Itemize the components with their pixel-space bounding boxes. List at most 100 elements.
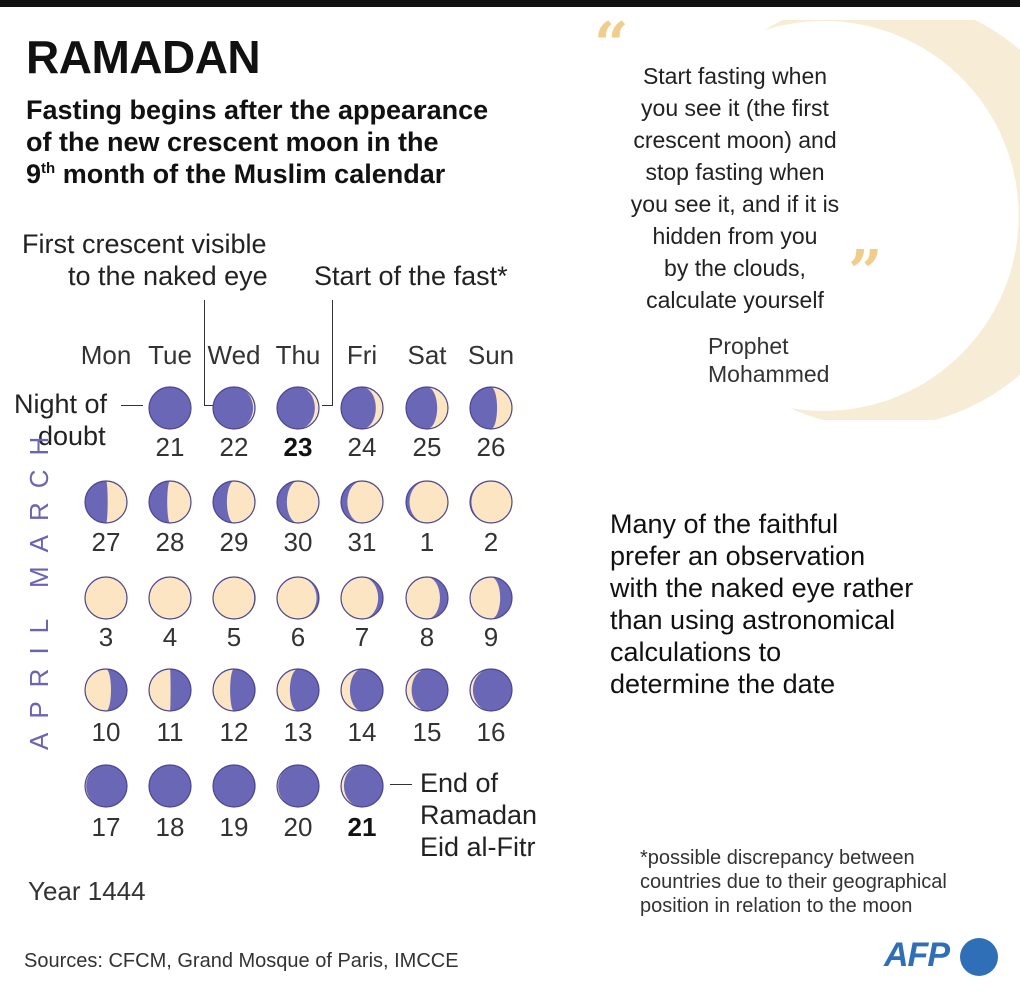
afp-logo-dot — [960, 938, 998, 976]
observation-line: than using astronomical — [610, 605, 896, 635]
calendar-day-number: 21 — [347, 812, 377, 842]
subtitle-line-1: Fasting begins after the appearance — [26, 95, 489, 125]
moon-phase-icon — [84, 764, 128, 808]
weekday-header: Mon — [80, 340, 132, 370]
page-title: RAMADAN — [26, 31, 261, 83]
moon-phase-icon — [276, 386, 320, 430]
subtitle-line-3: 9th month of the Muslim calendar — [26, 158, 546, 190]
moon-phase-icon — [469, 386, 513, 430]
calendar-day-number: 22 — [219, 432, 249, 462]
moon-phase-icon — [340, 764, 384, 808]
quote-line: by the clouds, — [664, 255, 806, 281]
end-of-ramadan-label-2: Ramadan — [420, 800, 538, 830]
calendar-day-number: 19 — [219, 812, 249, 842]
weekday-header: Sun — [467, 340, 515, 370]
calendar-day-number: 26 — [476, 432, 506, 462]
calendar-day-number: 3 — [98, 622, 114, 652]
attribution-line-1: Prophet — [708, 333, 789, 359]
calendar-day-number: 2 — [483, 527, 499, 557]
moon-phase-icon — [212, 668, 256, 712]
calendar-day-number: 20 — [283, 812, 313, 842]
calendar-day-number: 29 — [219, 527, 249, 557]
quote-line: stop fasting when — [645, 159, 825, 185]
moon-phase-icon — [148, 576, 192, 620]
calendar-day-number: 13 — [283, 717, 313, 747]
moon-phase-icon — [148, 480, 192, 524]
subtitle-ordinal-suffix: th — [41, 160, 56, 177]
calendar-day-number: 24 — [347, 432, 377, 462]
calendar-day-number: 25 — [412, 432, 442, 462]
calendar-day-number: 12 — [219, 717, 249, 747]
calendar-day-number: 1 — [419, 527, 435, 557]
moon-phase-icon — [84, 576, 128, 620]
moon-phase-icon — [212, 480, 256, 524]
moon-phase-icon — [405, 480, 449, 524]
calendar-day-number: 17 — [91, 812, 121, 842]
night-of-doubt-label-1: Night of — [14, 389, 108, 419]
calendar-day-number: 5 — [226, 622, 242, 652]
calendar-day-number: 21 — [155, 432, 185, 462]
footnote-line: *possible discrepancy between — [640, 847, 915, 869]
moon-phase-icon — [148, 386, 192, 430]
weekday-header: Fri — [346, 340, 378, 370]
footnote-line: countries due to their geographical — [640, 871, 947, 893]
first-crescent-label-1: First crescent visible — [22, 229, 267, 259]
moon-phase-icon — [84, 480, 128, 524]
subtitle-line-3-rest: month of the Muslim calendar — [55, 159, 446, 189]
moon-phase-icon — [469, 668, 513, 712]
quote-line: Start fasting when — [642, 63, 828, 89]
calendar-day-number: 10 — [91, 717, 121, 747]
calendar-day-number: 31 — [347, 527, 377, 557]
first-crescent-leader-tick — [204, 405, 214, 406]
weekday-header: Wed — [207, 340, 261, 370]
moon-phase-icon — [340, 668, 384, 712]
quote-attribution: Prophet Mohammed — [708, 332, 829, 388]
quote-line: calculate yourself — [646, 287, 824, 313]
night-of-doubt-leader — [121, 405, 143, 406]
attribution-line-2: Mohammed — [708, 361, 830, 387]
quote-line: you see it, and if it is — [630, 191, 840, 217]
weekday-header: Tue — [148, 340, 192, 370]
subtitle: Fasting begins after the appearance of t… — [26, 94, 546, 190]
quote-line: crescent moon) and — [633, 127, 837, 153]
moon-phase-icon — [340, 480, 384, 524]
quote-line: hidden from you — [652, 223, 818, 249]
end-of-ramadan-label-3: Eid al-Fitr — [420, 832, 536, 862]
moon-phase-icon — [276, 668, 320, 712]
prophet-quote: Start fasting when you see it (the first… — [600, 60, 870, 316]
end-of-ramadan-leader — [390, 784, 412, 785]
moon-phase-icon — [405, 668, 449, 712]
first-crescent-label-2: to the naked eye — [68, 261, 268, 291]
open-quote-mark: “ — [594, 10, 629, 80]
calendar-day-number: 14 — [347, 717, 377, 747]
calendar-day-number: 16 — [476, 717, 506, 747]
calendar-day-number: 23 — [283, 432, 313, 462]
quote-line: you see it (the first — [641, 95, 829, 121]
start-fast-leader-tick — [322, 405, 332, 406]
first-crescent-leader — [204, 300, 205, 406]
moon-phase-icon — [148, 764, 192, 808]
moon-phase-icon — [276, 764, 320, 808]
moon-phase-icon — [148, 668, 192, 712]
footnote: *possible discrepancy between countries … — [640, 846, 1000, 918]
month-label-march: MARCH — [24, 422, 54, 588]
start-fast-label: Start of the fast* — [314, 261, 508, 291]
subtitle-ordinal: 9 — [26, 159, 42, 189]
month-label-april: APRIL — [24, 604, 54, 750]
afp-logo: AFP — [884, 936, 950, 974]
moon-phase-icon — [212, 764, 256, 808]
top-rule — [0, 0, 1020, 7]
observation-line: determine the date — [610, 669, 836, 699]
moon-phase-icon — [340, 386, 384, 430]
observation-line: with the naked eye rather — [610, 573, 914, 603]
weekday-header: Sat — [407, 340, 447, 370]
moon-phase-icon — [276, 480, 320, 524]
observation-line: Many of the faithful — [610, 509, 839, 539]
calendar-day-number: 6 — [290, 622, 306, 652]
calendar-day-number: 11 — [156, 717, 184, 747]
subtitle-line-2: of the new crescent moon in the — [26, 127, 439, 157]
night-of-doubt-label-2: doubt — [38, 421, 106, 451]
moon-phase-icon — [405, 576, 449, 620]
crescent-moon-decoration — [765, 20, 1020, 420]
observation-line: prefer an observation — [610, 541, 866, 571]
